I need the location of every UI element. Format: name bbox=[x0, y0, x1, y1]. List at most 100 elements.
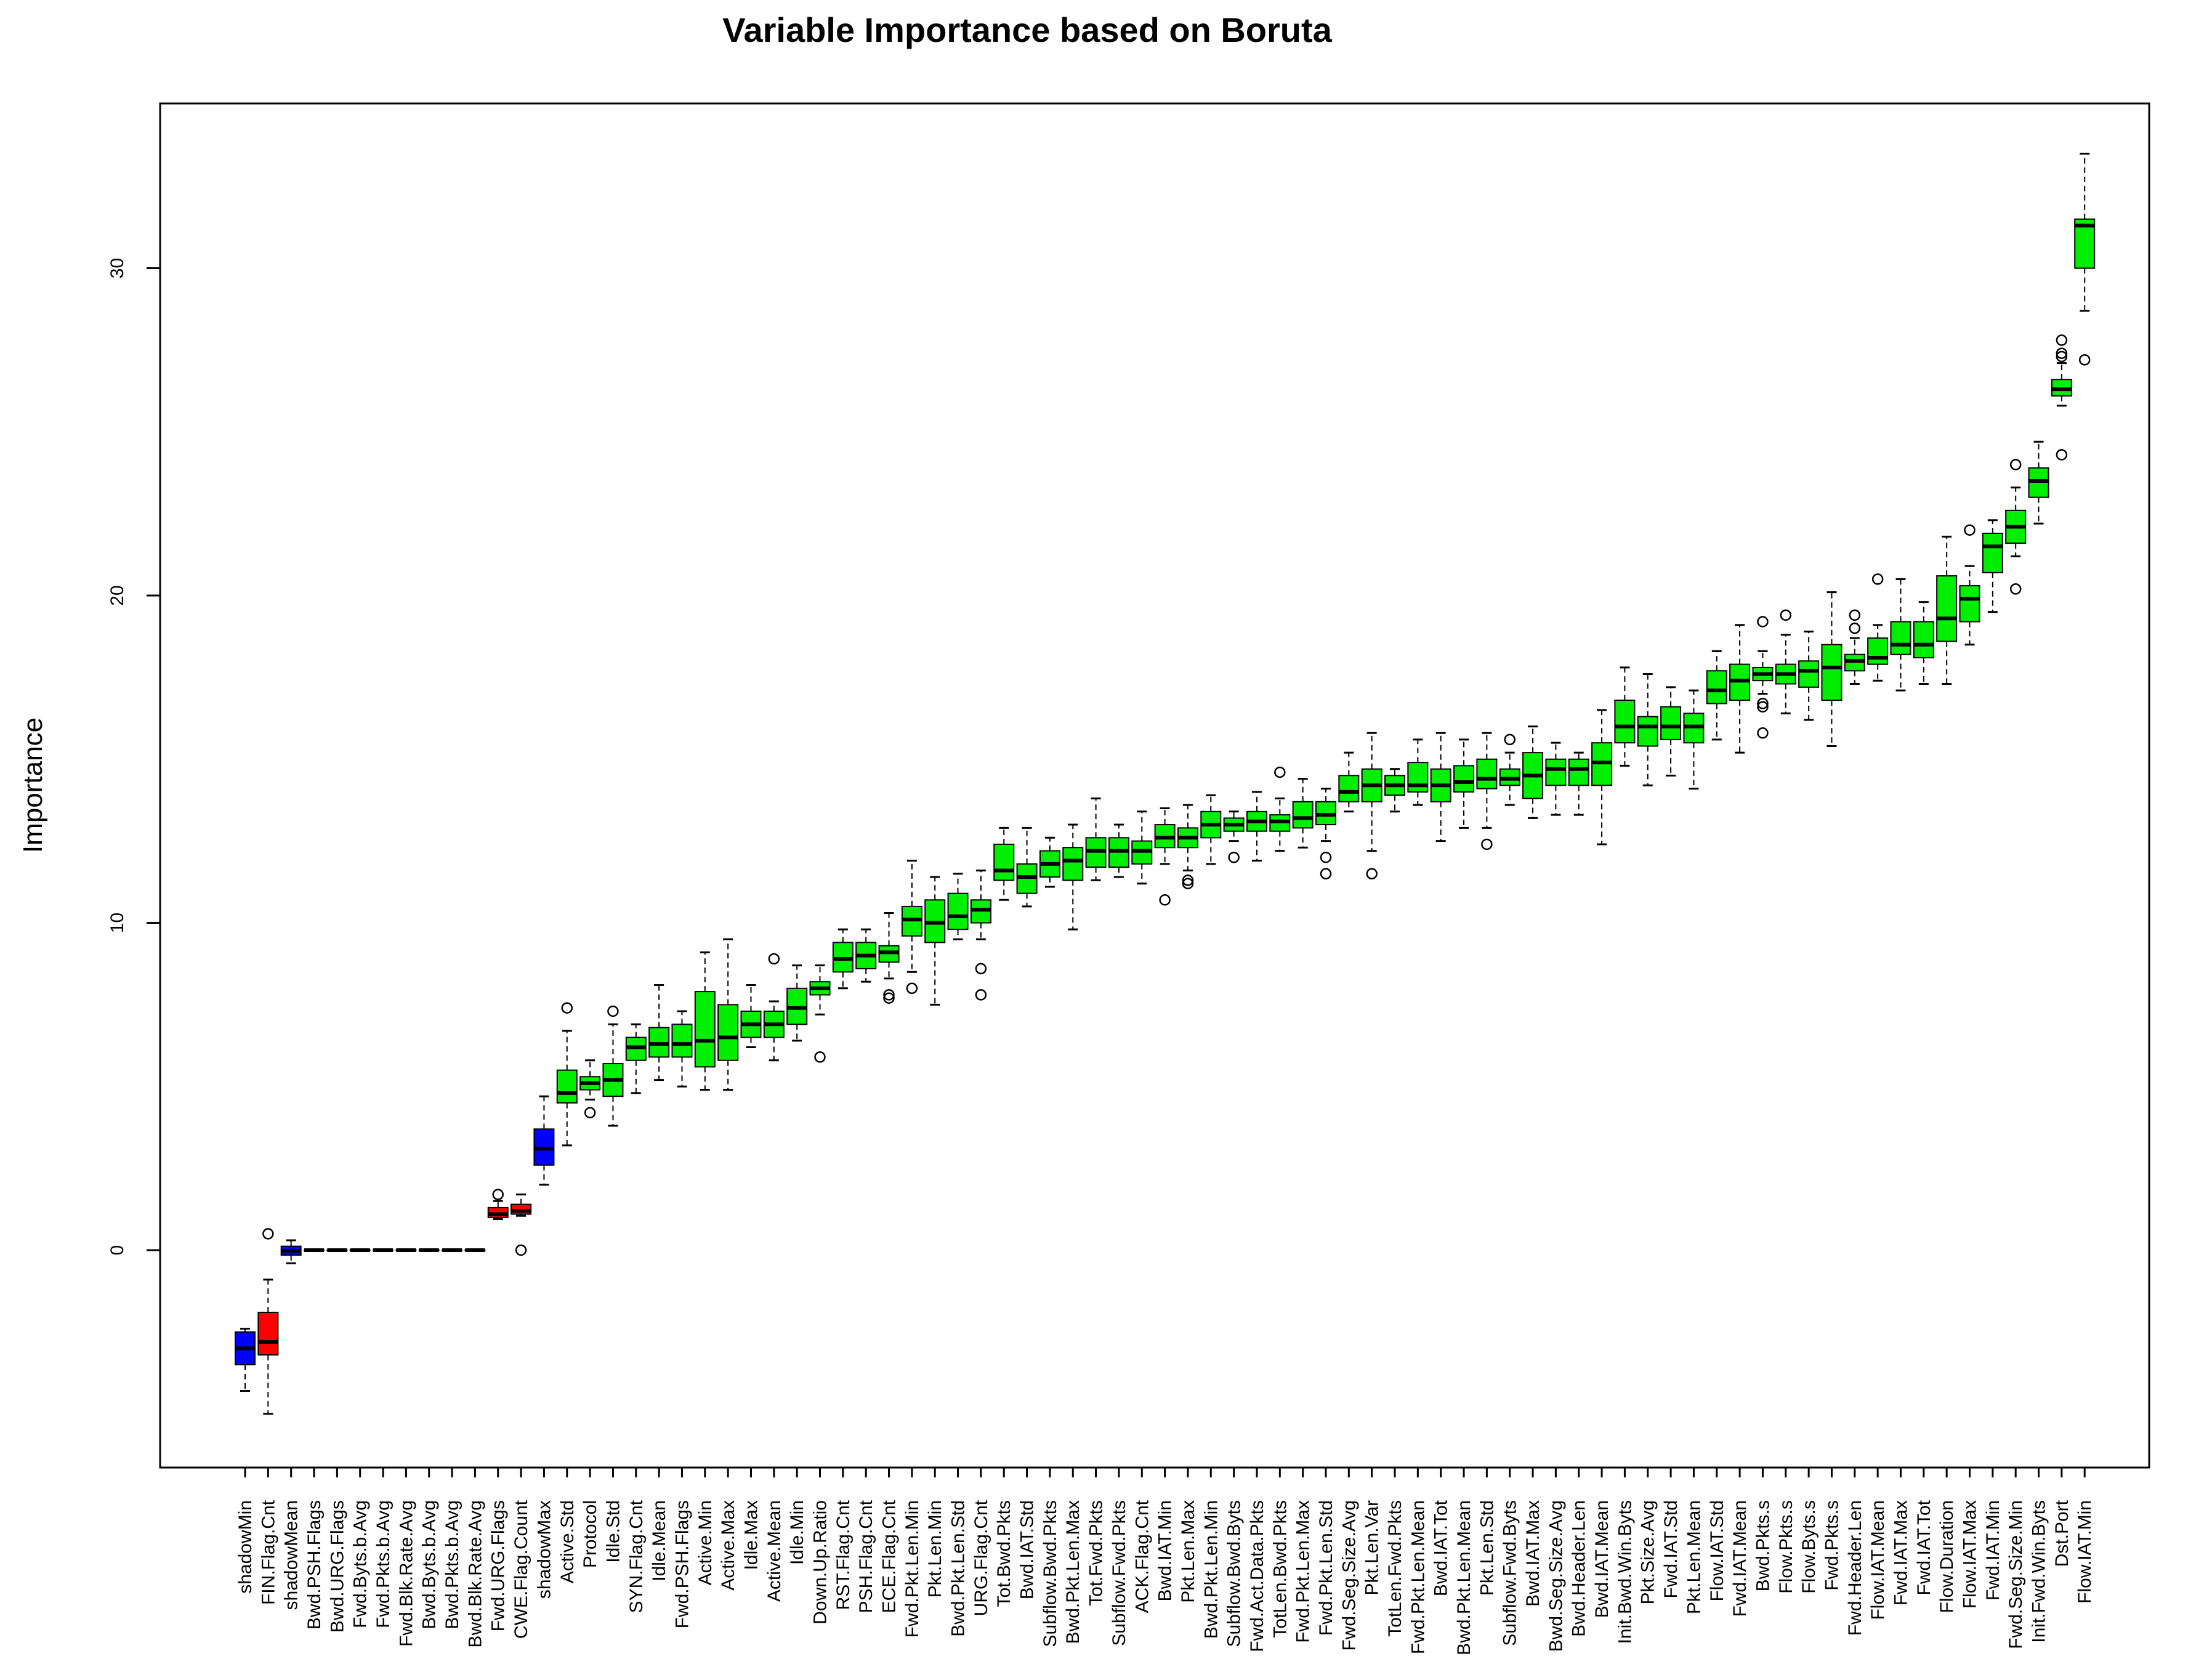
box-Flow.IAT.Max bbox=[1959, 524, 1980, 1477]
box-Idle.Mean bbox=[648, 983, 670, 1477]
box-Bwd.Seg.Size.Avg bbox=[1545, 741, 1567, 1477]
box-shadowMin bbox=[235, 1328, 256, 1477]
box-Tot.Fwd.Pkts bbox=[1085, 798, 1107, 1477]
box-body bbox=[1890, 621, 1911, 655]
y-axis-label: Importance bbox=[18, 717, 48, 853]
x-tick-label: Subflow.Fwd.Pkts bbox=[1109, 1500, 1129, 1646]
x-tick-label: Flow.Duration bbox=[1937, 1500, 1957, 1613]
x-tick-label: Fwd.IAT.Max bbox=[1891, 1500, 1911, 1605]
box-FIN.Flag.Cnt bbox=[257, 1228, 279, 1477]
y-tick-label: 20 bbox=[107, 585, 127, 605]
x-tick-label: ACK.Flag.Cnt bbox=[1132, 1500, 1152, 1613]
outlier-point bbox=[1320, 851, 1332, 863]
x-tick-label: TotLen.Fwd.Pkts bbox=[1385, 1500, 1405, 1637]
box-Init.Fwd.Win.Byts bbox=[2028, 440, 2049, 1477]
box-Idle.Max bbox=[740, 983, 762, 1477]
box-body bbox=[1338, 775, 1360, 802]
box-ACK.Flag.Cnt bbox=[1131, 810, 1153, 1477]
box-Fwd.Pkt.Len.Mean bbox=[1407, 738, 1429, 1477]
box-body bbox=[1936, 575, 1958, 642]
x-tick-label: Active.Max bbox=[718, 1500, 738, 1591]
box-Fwd.IAT.Std bbox=[1660, 686, 1682, 1477]
x-tick-label: Bwd.IAT.Max bbox=[1523, 1500, 1543, 1607]
outlier-point bbox=[1964, 524, 1976, 536]
outlier-point bbox=[1757, 698, 1769, 709]
box-body bbox=[717, 1004, 739, 1061]
x-tick-label: Pkt.Len.Min bbox=[925, 1500, 945, 1597]
box-Dst.Port bbox=[2051, 334, 2072, 1477]
box-Fwd.IAT.Tot bbox=[1913, 601, 1934, 1477]
x-tick-label: Flow.IAT.Mean bbox=[1868, 1500, 1888, 1620]
outlier-point bbox=[814, 1051, 826, 1063]
x-tick-label: Fwd.IAT.Std bbox=[1661, 1500, 1681, 1599]
x-tick-label: Fwd.Pkt.Len.Max bbox=[1293, 1500, 1314, 1643]
box-Init.Bwd.Win.Byts bbox=[1614, 666, 1636, 1477]
x-tick-label: Pkt.Len.Var bbox=[1362, 1500, 1383, 1596]
outlier-point bbox=[1320, 868, 1332, 880]
box-Pkt.Len.Min bbox=[924, 876, 946, 1477]
x-tick-label: Bwd.Pkts.b.Avg bbox=[442, 1500, 462, 1630]
x-tick-label: URG.Flag.Cnt bbox=[971, 1500, 991, 1616]
outlier-point bbox=[2056, 334, 2068, 346]
outlier-point bbox=[768, 953, 780, 965]
box-Subflow.Fwd.Pkts bbox=[1108, 823, 1129, 1477]
box-body bbox=[671, 1024, 693, 1058]
x-tick-label: Fwd.Pkt.Len.Min bbox=[902, 1500, 922, 1638]
box-Active.Max bbox=[717, 938, 739, 1477]
x-tick-label: Bwd.URG.Flags bbox=[327, 1500, 347, 1633]
x-tick-label: Subflow.Bwd.Pkts bbox=[1040, 1500, 1060, 1647]
outlier-point bbox=[584, 1107, 596, 1119]
outlier-point bbox=[906, 982, 918, 995]
outlier-point bbox=[2056, 449, 2068, 461]
x-tick-label: Fwd.Pkt.Len.Mean bbox=[1408, 1500, 1428, 1654]
box-Bwd.Header.Len bbox=[1568, 751, 1589, 1477]
box-Flow.Duration bbox=[1936, 535, 1958, 1477]
x-tick-label: Bwd.PSH.Flags bbox=[304, 1500, 325, 1630]
y-tick-label: 10 bbox=[107, 913, 127, 933]
outlier-point bbox=[1849, 609, 1861, 621]
outlier-point bbox=[2009, 459, 2022, 471]
box-shadowMax bbox=[533, 1095, 555, 1477]
x-tick-label: Init.Fwd.Win.Byts bbox=[2029, 1500, 2049, 1643]
box-body bbox=[1062, 847, 1084, 881]
box-body bbox=[1913, 621, 1934, 658]
box-body bbox=[1660, 706, 1682, 740]
x-tick-label: Flow.Pkts.s bbox=[1776, 1500, 1796, 1594]
chart-title: Variable Importance based on Boruta bbox=[722, 10, 1332, 49]
outlier-point bbox=[1757, 701, 1769, 713]
x-tick-label: Idle.Mean bbox=[649, 1500, 669, 1581]
x-tick-label: Pkt.Len.Max bbox=[1178, 1500, 1198, 1603]
x-tick-label: PSH.Flag.Cnt bbox=[856, 1500, 876, 1613]
box-body bbox=[1614, 700, 1636, 744]
boxes-group bbox=[235, 152, 2096, 1477]
box-TotLen.Fwd.Pkts bbox=[1384, 768, 1405, 1477]
x-tick-label: Fwd.Seg.Size.Min bbox=[2006, 1500, 2026, 1649]
x-axis-labels: shadowMin FIN.Flag.Cnt shadowMean Bwd.PSH.F… bbox=[235, 1500, 2095, 1655]
outlier-point bbox=[515, 1244, 527, 1256]
box-Bwd.PSH.Flags bbox=[304, 1248, 325, 1477]
outlier-point bbox=[2009, 583, 2022, 595]
box-CWE.Flag.Count bbox=[511, 1193, 532, 1477]
box-Tot.Bwd.Pkts bbox=[993, 826, 1015, 1477]
outlier-point bbox=[1780, 609, 1792, 621]
box-body bbox=[993, 843, 1015, 881]
box-body bbox=[1867, 637, 1889, 665]
box-body bbox=[1568, 758, 1589, 786]
box-Fwd.Seg.Size.Avg bbox=[1338, 751, 1360, 1477]
box-body bbox=[1821, 644, 1843, 701]
box-Fwd.Pkt.Len.Min bbox=[901, 860, 922, 1477]
box-Fwd.PSH.Flags bbox=[671, 1010, 693, 1477]
x-tick-label: Bwd.Seg.Size.Avg bbox=[1546, 1500, 1566, 1652]
box-Fwd.Blk.Rate.Avg bbox=[395, 1248, 417, 1477]
box-Fwd.Pkt.Len.Std bbox=[1315, 788, 1336, 1477]
outlier-point bbox=[2056, 350, 2068, 363]
box-body bbox=[1545, 758, 1567, 786]
box-Pkt.Len.Std bbox=[1476, 732, 1498, 1477]
box-Fwd.Act.Data.Pkts bbox=[1246, 791, 1267, 1477]
box-Fwd.Seg.Size.Min bbox=[2005, 459, 2027, 1477]
x-tick-label: shadowMean bbox=[281, 1500, 302, 1610]
outlier-point bbox=[1849, 622, 1861, 634]
outlier-point bbox=[1274, 766, 1286, 778]
box-Pkt.Len.Mean bbox=[1683, 689, 1705, 1477]
